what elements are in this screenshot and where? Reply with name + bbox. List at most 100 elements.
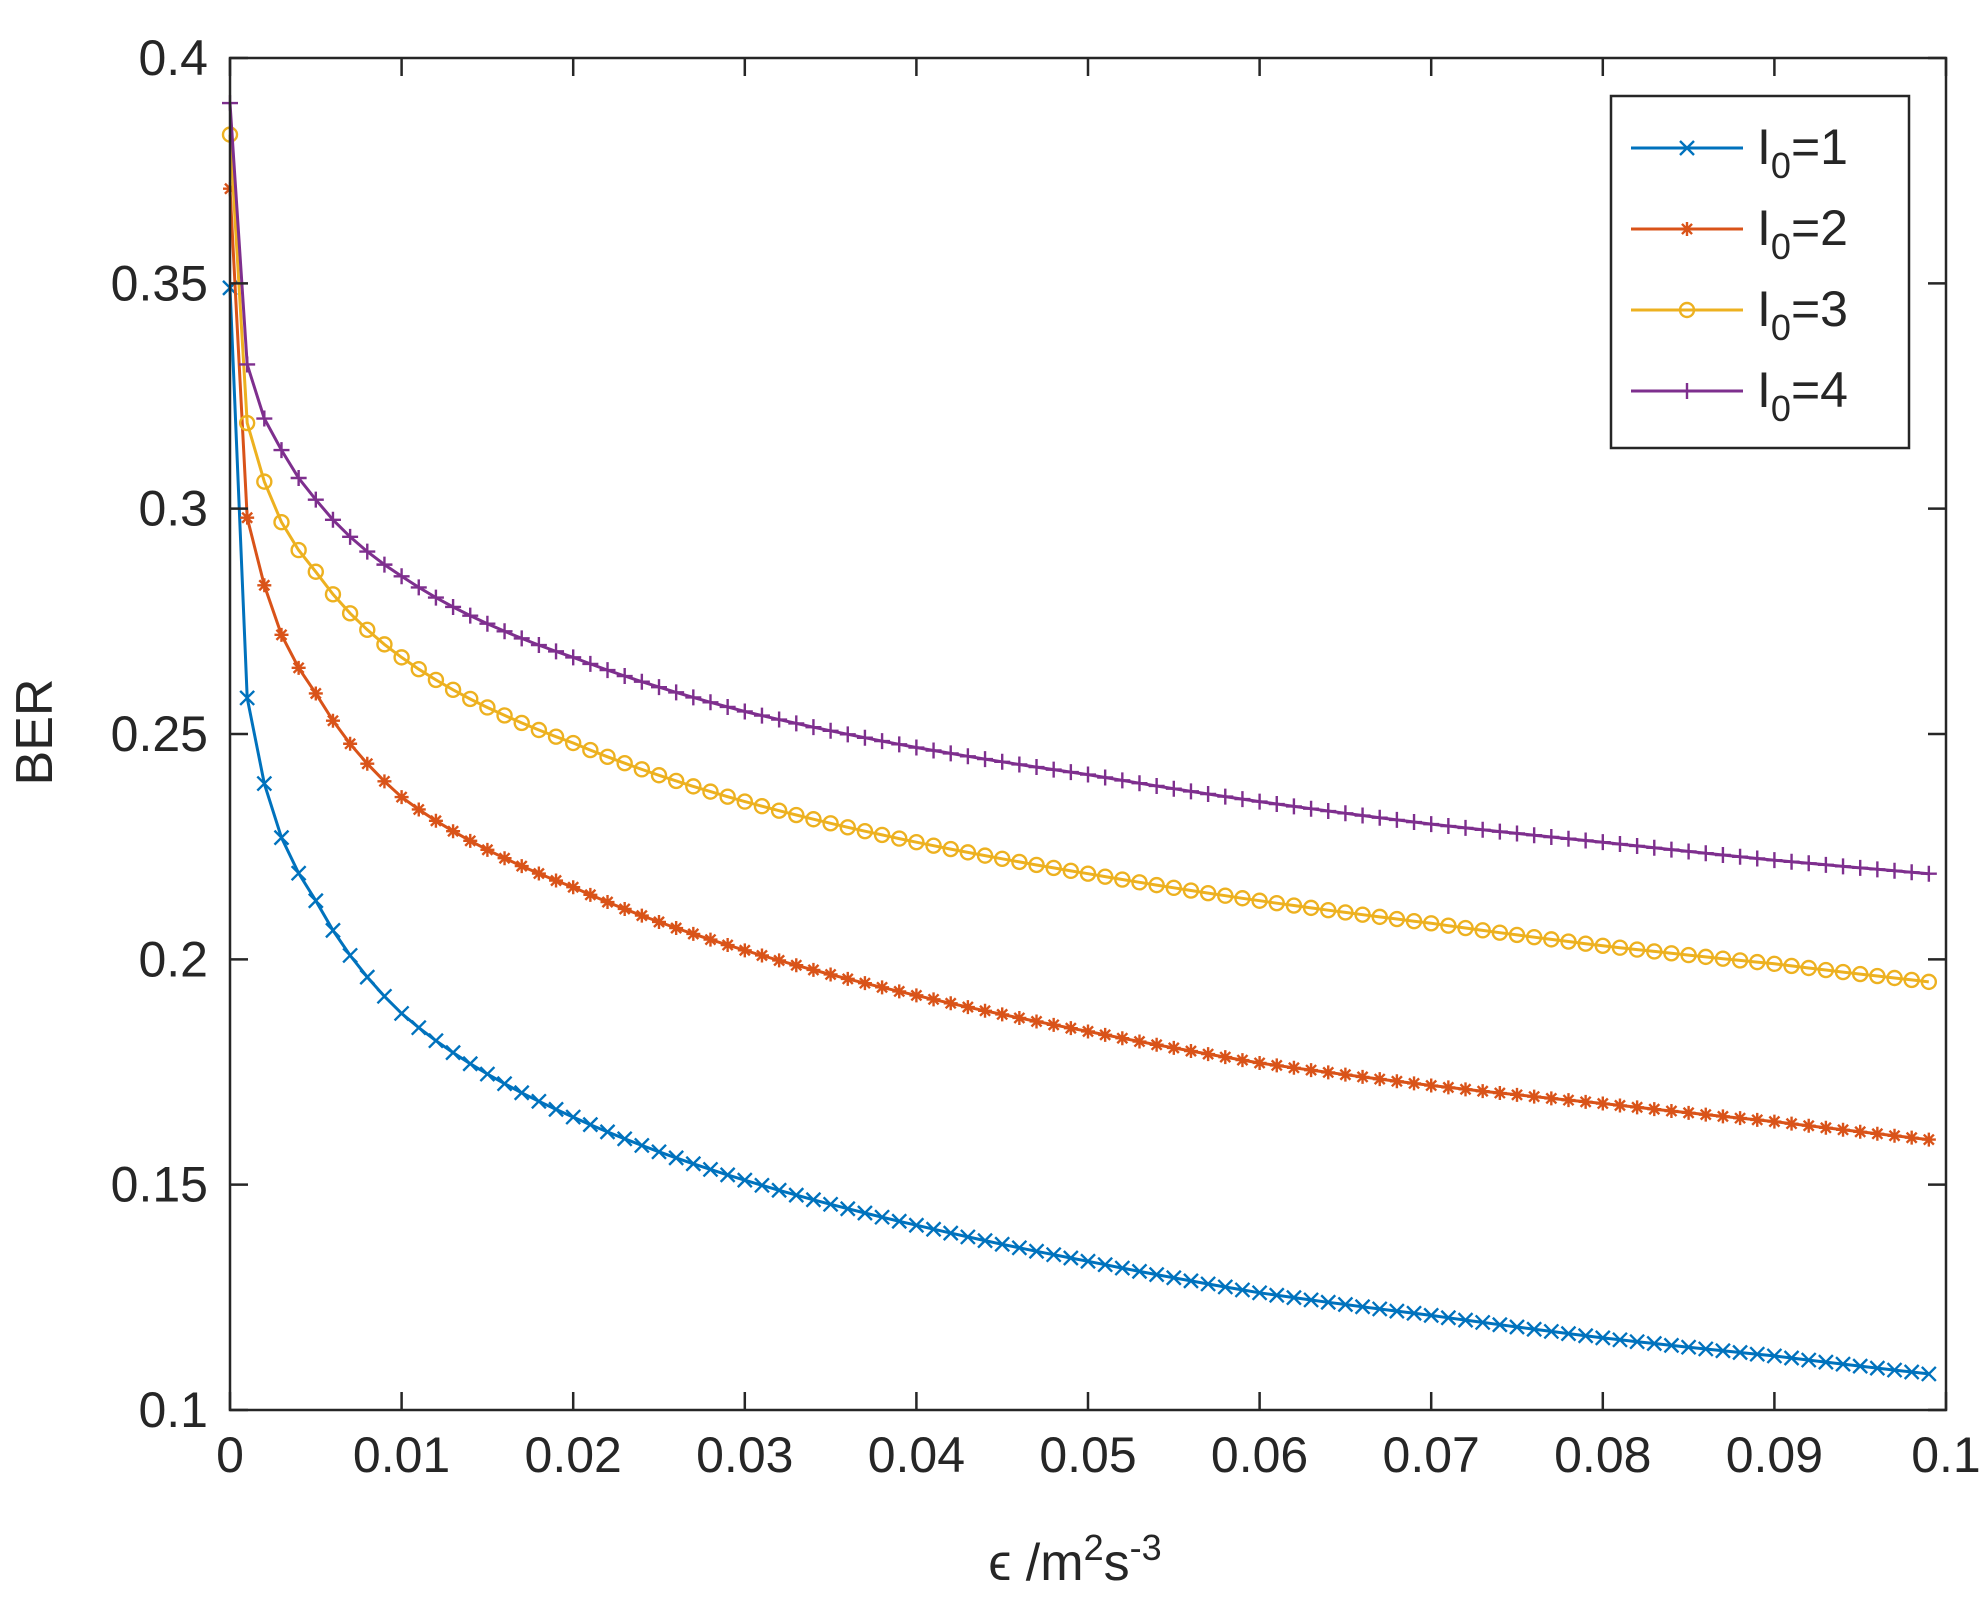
data-point [668,684,685,701]
data-point [1131,775,1148,792]
x-tick-label: 0 [216,1427,244,1483]
data-point [1235,1053,1250,1068]
data-point [1114,1260,1131,1276]
data-point [736,793,753,810]
data-point [1371,908,1388,926]
data-point [273,513,290,531]
data-point [1732,1344,1748,1361]
data-point [942,840,959,858]
data-point [1903,971,1920,989]
y-tick-label: 0.25 [111,706,208,762]
x-tick-label: 0.08 [1554,1427,1651,1483]
data-point [428,1032,444,1049]
data-point [1664,1104,1679,1119]
data-point [1132,1034,1147,1049]
data-point [1424,1078,1439,1093]
data-point [789,958,804,973]
data-point [652,914,666,929]
data-point [530,721,548,739]
data-point [1302,899,1320,917]
data-point [736,1172,753,1189]
legend-label-subscript: 0 [1771,145,1791,186]
data-point [822,1196,839,1213]
data-point [290,469,307,486]
data-point [1680,843,1697,860]
data-point [771,711,788,728]
data-point [1028,759,1045,776]
data-point [839,819,856,836]
data-point [1733,1111,1748,1126]
data-point [1081,1024,1095,1039]
data-point [274,627,289,642]
data-point [1114,871,1131,888]
data-point [1062,862,1080,880]
data-point [1183,1273,1199,1289]
data-point [410,660,427,678]
data-point [1422,915,1440,932]
series-line [228,287,1929,1376]
data-point [1440,1309,1457,1326]
data-point [1526,1321,1543,1338]
data-point [1165,1269,1182,1286]
series-2 [223,181,1936,1147]
data-point [1783,1350,1800,1366]
data-point [754,1177,770,1194]
data-point [1679,140,1695,156]
data-point [1354,906,1371,923]
data-point [1697,948,1714,966]
data-point [1098,1027,1113,1042]
data-point [582,741,599,759]
legend-label: I0=2 [1757,200,1848,267]
data-point [1388,811,1405,828]
data-point [427,671,445,689]
data-point [874,733,891,750]
data-point [703,932,718,947]
data-point [1749,953,1766,971]
data-point [1234,1282,1251,1298]
data-point [376,556,393,573]
x-tick-label: 0.06 [1211,1427,1308,1483]
data-point [822,815,839,832]
data-point [1886,969,1903,987]
data-point [377,774,392,789]
data-point [1440,818,1457,835]
data-point [1252,1055,1267,1070]
data-point [290,865,307,882]
data-point [1217,1279,1234,1295]
data-point [1732,848,1749,865]
data-point [1321,1065,1336,1080]
data-point [1526,827,1543,844]
axes: 0 0.01 0.02 0.03 0.04 0.05 0.06 0.07 0.08 0.09 0.1… [111,30,1981,1483]
data-point [633,761,651,778]
data-point [1474,1314,1491,1331]
x-tick-label: 0.07 [1383,1427,1480,1483]
data-point [1149,1037,1164,1052]
data-point [651,679,667,696]
data-point [376,988,393,1005]
data-point [616,755,633,772]
series-line [228,103,1929,876]
data-point [754,948,769,963]
data-point [736,703,753,720]
data-point [444,681,462,698]
y-tick-label: 0.4 [138,30,208,86]
data-point [959,844,977,861]
data-point [1834,963,1852,981]
legend-label-rest: =1 [1791,119,1848,175]
data-point [1320,901,1337,919]
data-point [1166,1040,1181,1055]
data-point [1182,882,1200,899]
data-point [1251,892,1268,909]
data-point [1801,1118,1816,1133]
legend-label-subscript: 0 [1771,307,1791,348]
data-point [633,673,650,690]
data-point [549,873,564,888]
data-point [360,756,375,771]
data-point [1234,890,1251,907]
data-point [238,414,256,432]
data-point [667,772,685,790]
data-point [359,969,376,985]
data-point [1577,832,1594,849]
data-point [1234,791,1251,808]
data-point [341,605,359,622]
